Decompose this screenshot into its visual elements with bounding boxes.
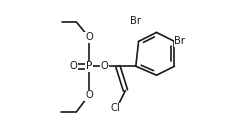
Text: O: O: [85, 90, 93, 100]
Text: Br: Br: [175, 36, 185, 46]
Text: Cl: Cl: [110, 103, 120, 113]
Text: P: P: [86, 61, 92, 71]
Text: O: O: [69, 61, 77, 71]
Text: Br: Br: [130, 16, 141, 26]
Text: O: O: [100, 61, 108, 71]
Text: O: O: [85, 32, 93, 42]
